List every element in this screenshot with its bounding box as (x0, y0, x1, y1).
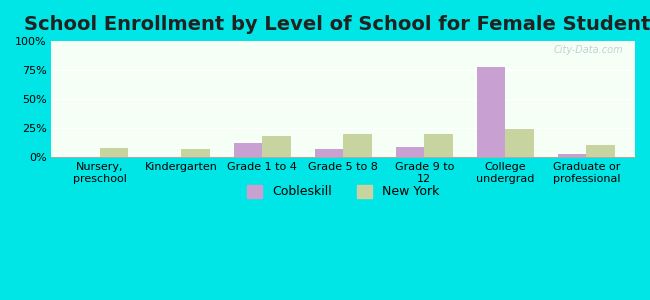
Title: School Enrollment by Level of School for Female Students: School Enrollment by Level of School for… (24, 15, 650, 34)
Bar (181, 149, 209, 157)
Bar (424, 134, 452, 157)
Bar (505, 129, 534, 157)
Bar (315, 149, 343, 157)
Bar (234, 143, 262, 157)
Legend: Cobleskill, New York: Cobleskill, New York (242, 180, 445, 203)
Bar (100, 148, 129, 157)
Bar (262, 136, 291, 157)
Bar (477, 67, 505, 157)
Bar (558, 154, 586, 157)
Bar (396, 147, 424, 157)
Bar (586, 145, 615, 157)
Bar (343, 134, 372, 157)
Text: City-Data.com: City-Data.com (554, 45, 623, 55)
